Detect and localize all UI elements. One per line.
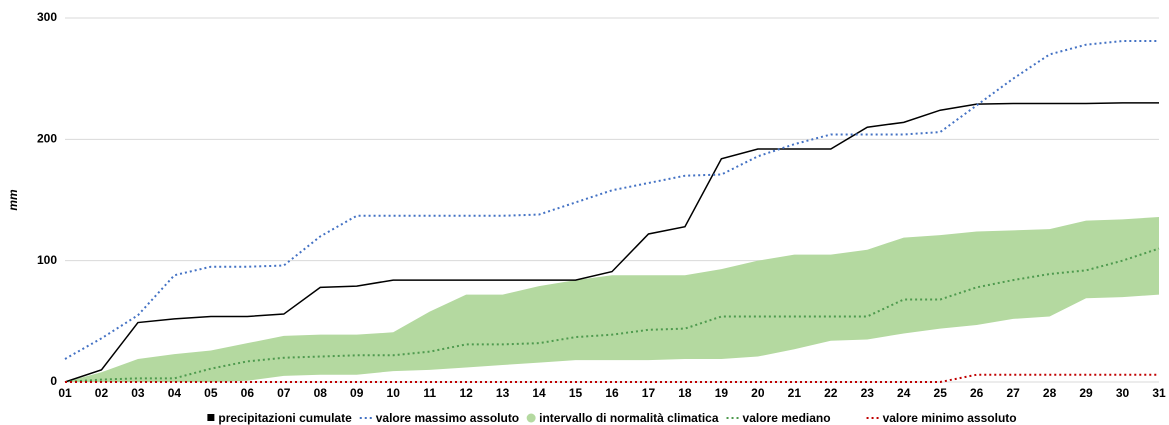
x-tick-label: 05 (204, 386, 218, 400)
x-tick-label: 29 (1079, 386, 1093, 400)
y-tick-label: 0 (50, 374, 57, 388)
x-tick-label: 27 (1006, 386, 1020, 400)
x-tick-label: 03 (131, 386, 145, 400)
legend-item: valore minimo assoluto (866, 411, 1017, 425)
x-tick-label: 10 (387, 386, 401, 400)
x-tick-label: 31 (1152, 386, 1166, 400)
x-tick-label: 11 (423, 386, 436, 400)
x-tick-label: 07 (277, 386, 291, 400)
band-area (65, 216, 1159, 382)
x-tick-label: 30 (1116, 386, 1130, 400)
legend-label: intervallo di normalità climatica (539, 411, 719, 425)
x-tick-label: 18 (678, 386, 692, 400)
y-tick-label: 300 (37, 10, 57, 24)
x-tick-label: 23 (861, 386, 875, 400)
legend-item: valore mediano (726, 411, 831, 425)
x-tick-label: 02 (95, 386, 109, 400)
x-tick-label: 14 (532, 386, 546, 400)
x-tick-label: 16 (605, 386, 619, 400)
x-tick-label: 25 (934, 386, 948, 400)
x-tick-label: 22 (824, 386, 838, 400)
legend-label: valore minimo assoluto (883, 411, 1017, 425)
legend-item: precipitazioni cumulate (207, 411, 352, 425)
x-tick-label: 19 (715, 386, 729, 400)
x-tick-label: 15 (569, 386, 583, 400)
x-tick-label: 26 (970, 386, 984, 400)
x-tick-label: 06 (241, 386, 255, 400)
legend-label: valore mediano (743, 411, 831, 425)
x-tick-label: 28 (1043, 386, 1057, 400)
y-axis-label: mm (6, 189, 20, 211)
legend-label: precipitazioni cumulate (218, 411, 352, 425)
series-line (65, 373, 1159, 383)
legend-item: valore massimo assoluto (359, 411, 519, 425)
y-tick-label: 200 (37, 132, 57, 146)
x-tick-label: 12 (459, 386, 473, 400)
x-tick-label: 20 (751, 386, 765, 400)
legend-marker (207, 414, 215, 421)
x-tick-label: 04 (168, 386, 182, 400)
legend-item: intervallo di normalità climatica (526, 411, 719, 425)
legend: precipitazioni cumulate valore massimo as… (207, 411, 1017, 425)
x-tick-label: 24 (897, 386, 911, 400)
legend-label: valore massimo assoluto (376, 411, 519, 425)
x-tick-label: 21 (788, 386, 802, 400)
x-tick-label: 08 (314, 386, 328, 400)
x-tick-label: 01 (58, 386, 72, 400)
series-line (64, 247, 1160, 383)
y-tick-label: 100 (37, 253, 57, 267)
x-tick-label: 13 (496, 386, 510, 400)
x-tick-label: 17 (642, 386, 656, 400)
legend-marker (526, 413, 536, 423)
x-tick-label: 09 (350, 386, 364, 400)
